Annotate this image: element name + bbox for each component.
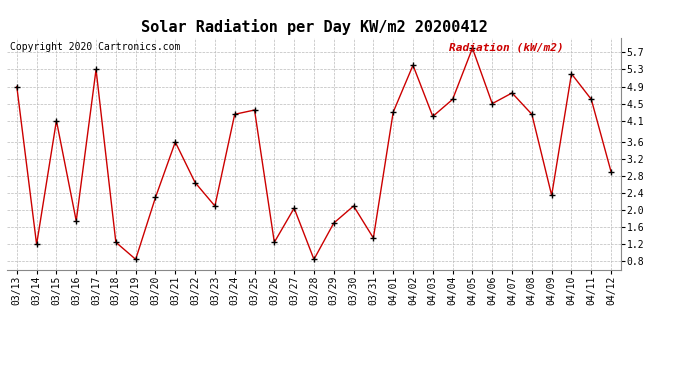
Title: Solar Radiation per Day KW/m2 20200412: Solar Radiation per Day KW/m2 20200412 — [141, 19, 487, 35]
Text: Radiation (kW/m2): Radiation (kW/m2) — [449, 42, 564, 52]
Text: Copyright 2020 Cartronics.com: Copyright 2020 Cartronics.com — [10, 42, 180, 52]
